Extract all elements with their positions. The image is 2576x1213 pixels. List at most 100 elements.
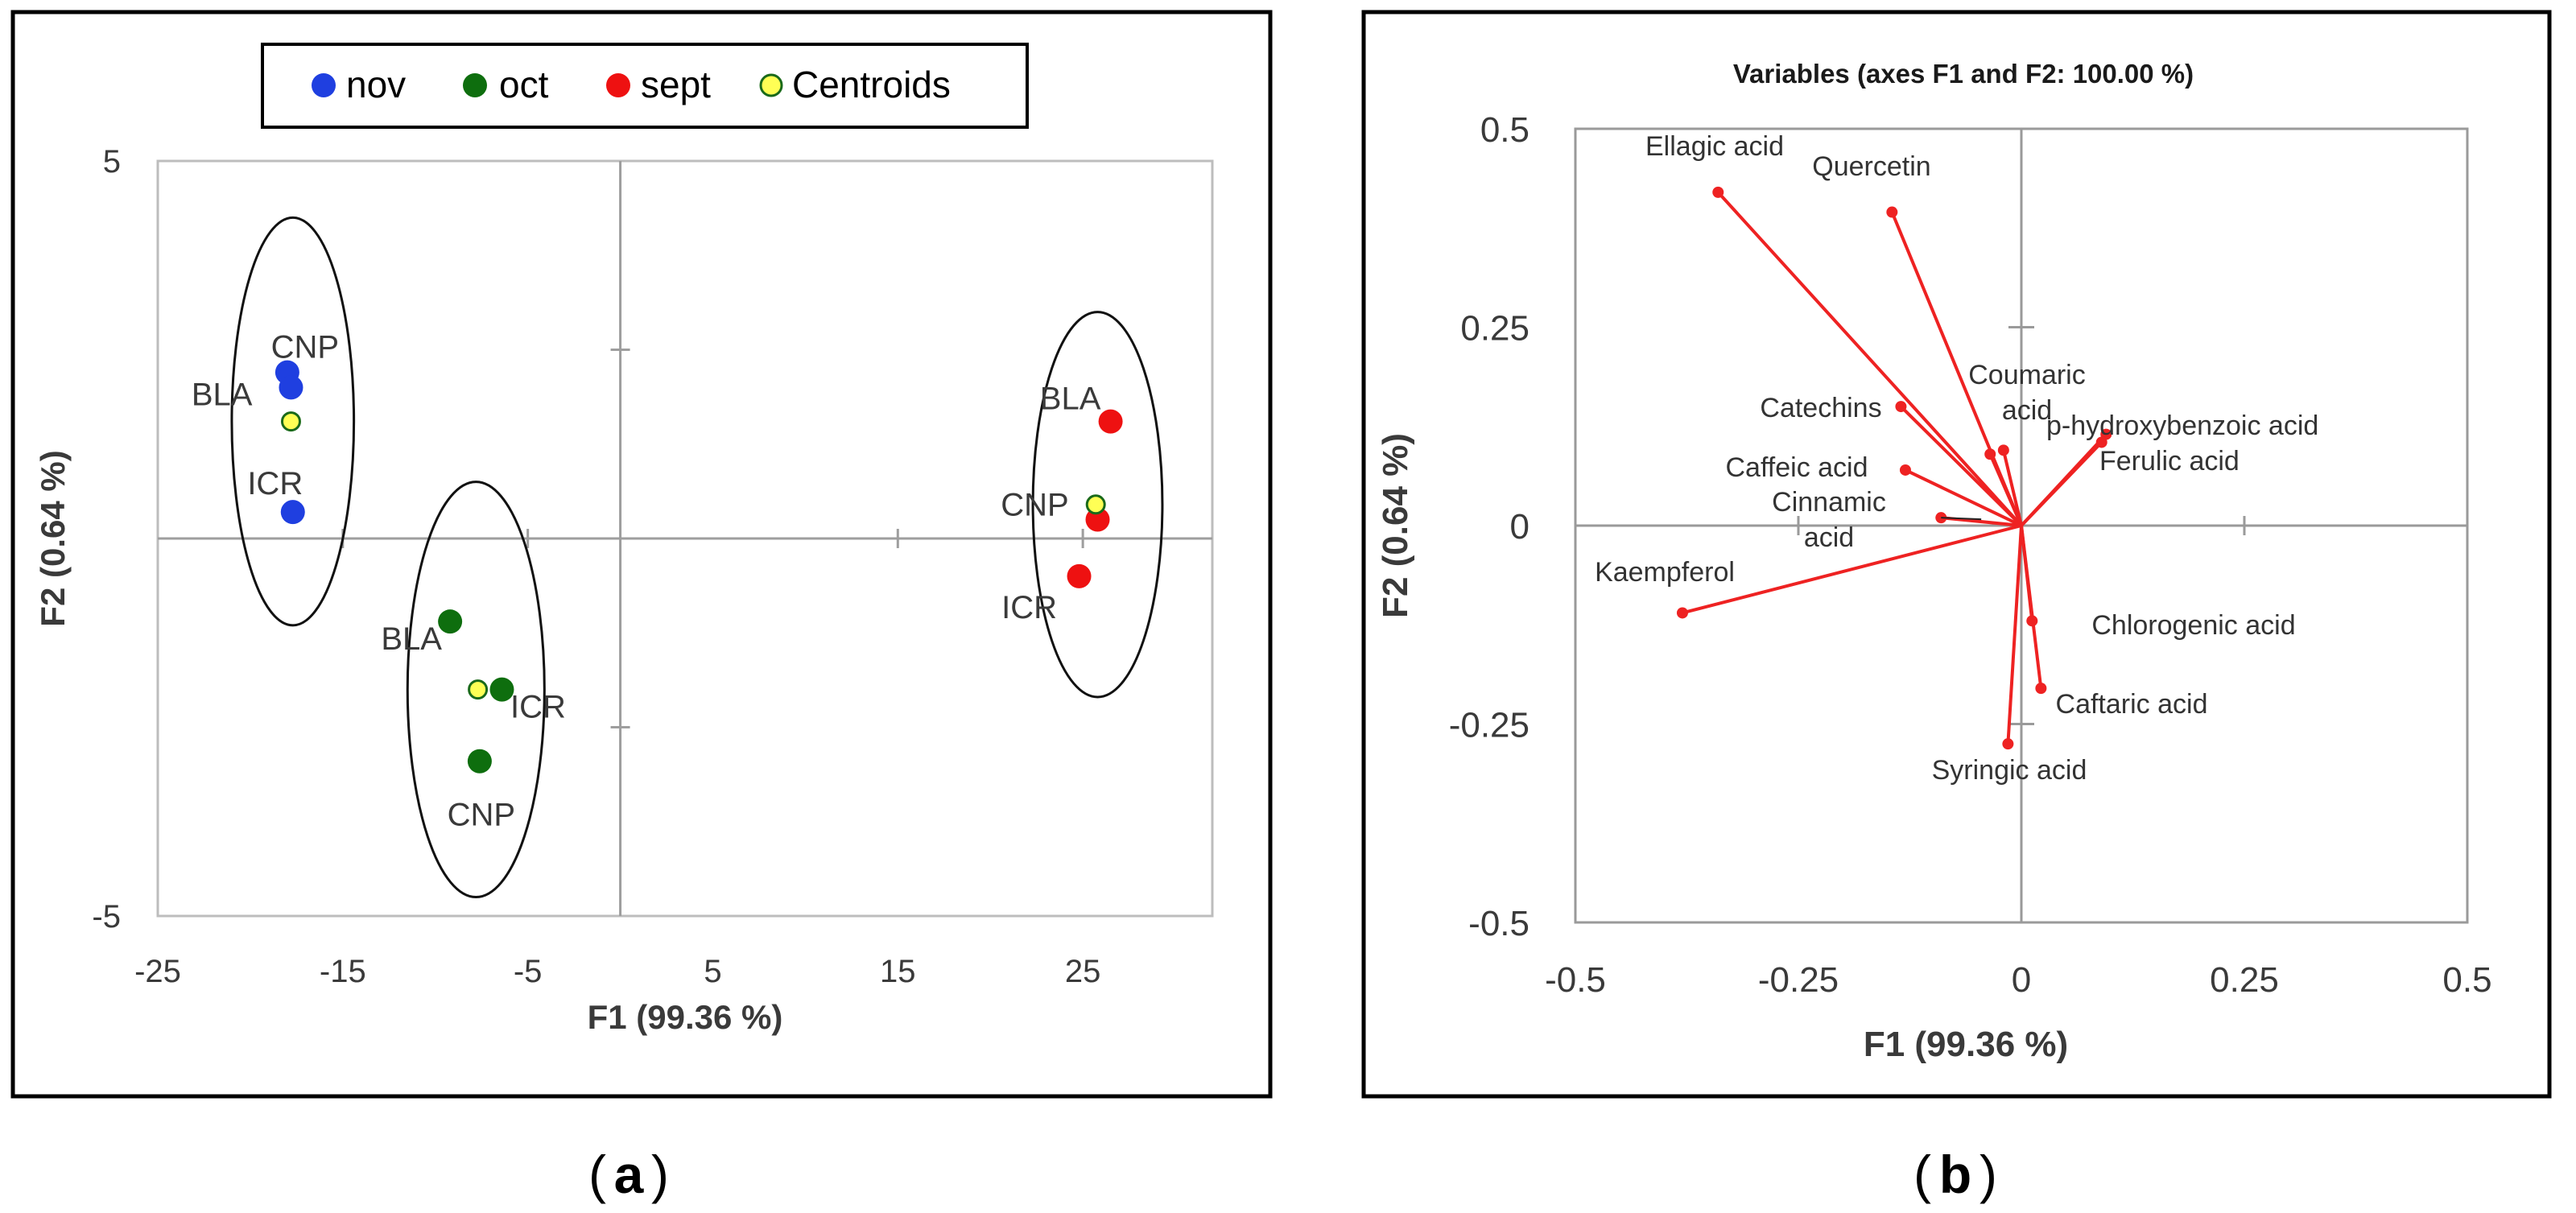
vector-label-chlorogenic-acid: Chlorogenic acid <box>2091 610 2295 641</box>
vector-label-ellagic-acid: Ellagic acid <box>1645 131 1784 162</box>
legend-marker-nov <box>312 73 336 97</box>
point-label-oct-bla: BLA <box>381 621 442 657</box>
vector-line-caffeic-acid <box>1905 468 2022 527</box>
y-tick-label-b: 0 <box>1510 507 1530 547</box>
vector-tip-kaempferol <box>1676 607 1688 619</box>
panel-b: Variables (axes F1 and F2: 100.00 %) -0.… <box>1361 10 2552 1099</box>
point-label-nov-cnp: CNP <box>271 330 339 365</box>
legend-label-oct: oct <box>499 64 549 105</box>
vector-tip-ferulic-acid <box>2095 436 2107 448</box>
y-tick-label-b: 0.25 <box>1460 309 1530 349</box>
vector-label-syringic-acid: Syringic acid <box>1932 755 2087 786</box>
vector-line-ellagic-acid <box>1716 191 2023 527</box>
vector-tip-syringic-acid <box>2002 738 2014 750</box>
point-sept-bla <box>1098 409 1123 434</box>
vector-line-kaempferol <box>1682 524 2022 615</box>
vector-tip-coumaric-acid <box>1997 444 2009 456</box>
caption-a-close: ) <box>651 1145 669 1204</box>
vector-label-cinnamic-acid: Cinnamic <box>1772 487 1886 518</box>
vector-label-caffeic-acid: Caffeic acid <box>1725 452 1868 483</box>
vector-label-quercetin: Quercetin <box>1812 151 1930 182</box>
point-label-oct-icr: ICR <box>510 690 566 725</box>
ellipse-oct <box>406 481 546 899</box>
legend-marker-sept <box>606 73 630 97</box>
caption-a-letter: a <box>614 1145 645 1204</box>
y-tick-label-b: 0.5 <box>1480 110 1530 150</box>
x-axis-title-a: F1 (99.36 %) <box>588 998 783 1036</box>
vector-tip-catechins <box>1895 401 1907 413</box>
legend-label-sept: sept <box>641 64 711 105</box>
y-axis-title-b: F2 (0.64 %) <box>1376 433 1415 618</box>
legend-label-centroids: Centroids <box>792 64 951 105</box>
vector-tip-ellagic-acid <box>1712 186 1724 198</box>
ellipse-sept <box>1031 311 1164 699</box>
panel-b-frame <box>1361 10 2552 1099</box>
point-sept-icr <box>1067 563 1092 588</box>
x-tick-label-a: 25 <box>1065 954 1101 989</box>
caption-a-open: ( <box>588 1145 606 1204</box>
panel-a: -25 -15 -5 5 15 25 -5 5 CNP BLA ICR BLA ICR CNP BLA CNP… <box>10 10 1273 1099</box>
x-tick-label-b: 0.5 <box>2442 960 2491 1000</box>
caption-b-close: ) <box>1979 1145 1997 1204</box>
x-axis-title-b: F1 (99.36 %) <box>1864 1025 2068 1064</box>
x-tick-label-b: -0.5 <box>1545 960 1606 1000</box>
point-nov-bla <box>279 375 303 400</box>
x-tick-label-a: 15 <box>880 954 916 989</box>
x-tick-label-b: 0 <box>2012 960 2031 1000</box>
vector-label-kaempferol: Kaempferol <box>1595 557 1735 588</box>
y-axis-title-a: F2 (0.64 %) <box>34 450 72 626</box>
x-tick-label-a: 5 <box>704 954 721 989</box>
vector-label-p-hydroxybenzoic-acid: p-hydroxybenzoic acid <box>2046 411 2318 441</box>
ellipse-nov <box>230 216 356 627</box>
point-label-sept-bla: BLA <box>1040 382 1101 417</box>
centroid-marker-oct <box>468 679 489 700</box>
caption-b: ( b ) <box>1913 1145 1997 1204</box>
vector-line-catechins-aux <box>1988 453 2023 526</box>
vector-label-caftaric-acid: Caftaric acid <box>2056 689 2208 720</box>
vector-label-ferulic-acid: Ferulic acid <box>2099 446 2240 477</box>
y-tick-label-a: 5 <box>103 144 121 179</box>
point-label-sept-cnp: CNP <box>1001 488 1068 523</box>
legend-marker-centroids <box>759 73 783 97</box>
legend-a: nov oct sept Centroids <box>261 43 1029 129</box>
caption-a: ( a ) <box>588 1145 669 1204</box>
x-tick-label-b: -0.25 <box>1758 960 1839 1000</box>
vector-tip-quercetin <box>1886 206 1898 218</box>
x-tick-label-a: -15 <box>320 954 366 989</box>
point-label-nov-bla: BLA <box>192 377 253 412</box>
point-label-nov-icr: ICR <box>247 466 303 501</box>
vector-line-syringic-acid <box>2006 525 2023 745</box>
legend-marker-oct <box>463 73 487 97</box>
centroid-marker-sept <box>1085 494 1106 515</box>
panel-a-frame <box>10 10 1273 1099</box>
point-nov-icr <box>280 500 305 525</box>
vector-line-caftaric-acid <box>2020 525 2043 689</box>
centroid-marker-nov <box>280 411 301 432</box>
y-tick-label-b: -0.5 <box>1468 904 1530 943</box>
leader-line-cinnamic <box>1941 517 1982 521</box>
plot-a-layer: -25 -15 -5 5 15 25 -5 5 CNP BLA ICR BLA ICR CNP BLA CNP… <box>92 144 1212 989</box>
vector-tip-caffeic-acid <box>1899 464 1911 476</box>
vector-line-ferulic-acid <box>2020 441 2103 527</box>
title-b: Variables (axes F1 and F2: 100.00 %) <box>1733 59 2194 89</box>
vector-label-cinnamic-acid: acid <box>1804 522 1854 553</box>
vector-label-catechins: Catechins <box>1760 393 1881 423</box>
x-tick-label-a: -25 <box>134 954 181 989</box>
legend-label-nov: nov <box>346 64 406 105</box>
vector-label-coumaric-acid: acid <box>2002 395 2052 426</box>
x-tick-label-b: 0.25 <box>2210 960 2279 1000</box>
point-label-sept-icr: ICR <box>1001 590 1057 625</box>
vector-label-coumaric-acid: Coumaric <box>1968 360 2085 390</box>
y-tick-label-a: -5 <box>92 899 121 935</box>
x-tick-label-a: -5 <box>514 954 543 989</box>
point-oct-bla <box>438 609 463 634</box>
point-label-oct-cnp: CNP <box>448 798 515 833</box>
legend-a-box <box>261 43 1029 129</box>
vector-line-catechins <box>1900 405 2023 527</box>
vector-tip-catechins-aux <box>1984 448 1996 460</box>
caption-b-letter: b <box>1939 1145 1971 1204</box>
plot-b-layer: -0.5 -0.25 0 0.25 0.5 -0.5 -0.25 0 0.25 0.5 Ellagi… <box>1449 110 2492 1000</box>
point-oct-cnp <box>467 749 492 774</box>
point-oct-icr <box>489 677 514 702</box>
